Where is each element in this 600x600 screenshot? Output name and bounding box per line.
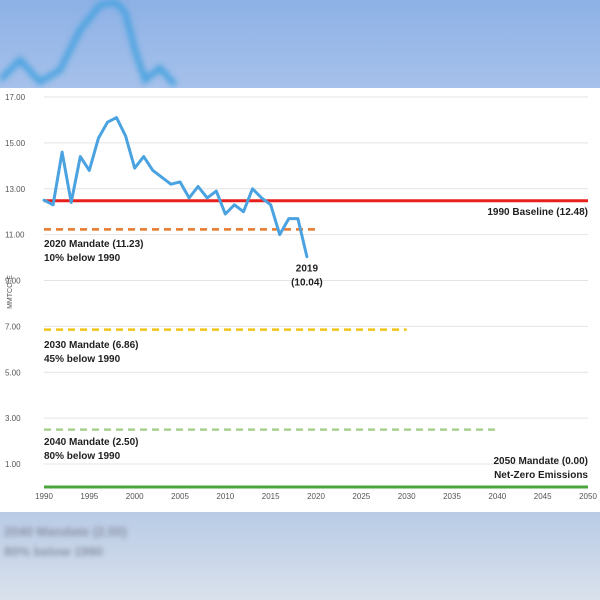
emissions-point-2014 [260, 196, 263, 200]
reference-label-3-0: 2040 Mandate (2.50) [44, 437, 139, 448]
reference-label-4-0: 2050 Mandate (0.00) [494, 456, 589, 467]
emissions-point-1995 [88, 169, 91, 172]
emissions-point-1991 [51, 203, 55, 207]
x-tick-label: 2050 [579, 492, 597, 501]
emissions-point-1993 [70, 201, 73, 204]
emissions-series-line [42, 116, 309, 259]
y-tick-label: 13.00 [5, 185, 26, 194]
emissions-point-2007 [196, 185, 200, 188]
emissions-point-2004 [169, 182, 173, 186]
emissions-point-2015 [269, 203, 272, 207]
emissions-point-2011 [233, 203, 236, 207]
x-tick-label: 2035 [443, 492, 461, 501]
x-tick-label: 2015 [262, 492, 280, 501]
x-tick-label: 2020 [307, 492, 325, 501]
emissions-point-2018 [296, 217, 300, 220]
emissions-point-2012 [242, 210, 245, 213]
blurred-background-top [0, 0, 600, 88]
y-tick-label: 11.00 [5, 231, 25, 240]
emissions-point-2001 [142, 155, 145, 158]
emissions-point-1994 [79, 155, 82, 158]
emissions-point-2005 [178, 180, 182, 184]
emissions-point-2003 [160, 176, 164, 179]
emissions-point-2000 [133, 166, 136, 170]
reference-label-3-1: 80% below 1990 [44, 451, 121, 462]
blurred-caption-1: 2040 Mandate (2.50) [4, 524, 127, 539]
x-tick-label: 2000 [126, 492, 144, 501]
emissions-point-2019 [305, 255, 309, 258]
reference-label-4-1: Net-Zero Emissions [494, 470, 588, 481]
reference-label-1-1: 10% below 1990 [44, 253, 121, 264]
x-tick-label: 2025 [352, 492, 370, 501]
y-tick-label: 1.00 [5, 460, 21, 469]
emissions-point-2016 [278, 233, 281, 236]
emissions-point-2008 [206, 196, 209, 200]
x-tick-label: 1995 [80, 492, 98, 501]
x-tick-label: 2030 [398, 492, 416, 501]
emissions-point-2009 [215, 189, 218, 193]
x-tick-label: 1990 [35, 492, 53, 501]
reference-label-1-0: 2020 Mandate (11.23) [44, 239, 144, 250]
y-axis-label: MMTCO₂E [7, 275, 14, 309]
blurred-caption-2: 80% below 1990 [4, 544, 103, 559]
emissions-point-1997 [106, 121, 109, 124]
emissions-point-2010 [224, 212, 227, 216]
y-tick-label: 5.00 [5, 368, 21, 377]
emissions-point-2006 [187, 196, 191, 200]
x-tick-label: 2045 [534, 492, 552, 501]
y-tick-label: 7.00 [5, 322, 21, 331]
emissions-point-1990 [42, 199, 46, 202]
x-tick-label: 2040 [488, 492, 506, 501]
emissions-point-2017 [287, 217, 290, 220]
chart-panel [0, 88, 600, 512]
emissions-point-1992 [60, 150, 64, 154]
blurred-background-line [0, 0, 178, 87]
reference-label-2-0: 2030 Mandate (6.86) [44, 340, 139, 351]
x-tick-label: 2005 [171, 492, 189, 501]
x-tick-label: 2010 [216, 492, 234, 501]
emissions-point-1996 [97, 137, 100, 140]
y-tick-label: 17.00 [5, 93, 26, 102]
reference-label-2-1: 45% below 1990 [44, 354, 121, 365]
emissions-point-1998 [115, 116, 118, 119]
emissions-point-2013 [251, 187, 254, 190]
y-tick-label: 9.00 [5, 277, 21, 286]
emissions-point-2002 [151, 169, 154, 172]
y-tick-label: 3.00 [5, 414, 21, 423]
point-annotation-0-0: 2019 [296, 264, 319, 275]
emissions-point-1999 [124, 134, 127, 138]
y-tick-label: 15.00 [5, 139, 26, 148]
blurred-background-bottom: 2040 Mandate (2.50) 80% below 1990 [0, 512, 600, 600]
reference-label-0-0: 1990 Baseline (12.48) [487, 207, 588, 218]
point-annotation-0-1: (10.04) [291, 278, 323, 289]
